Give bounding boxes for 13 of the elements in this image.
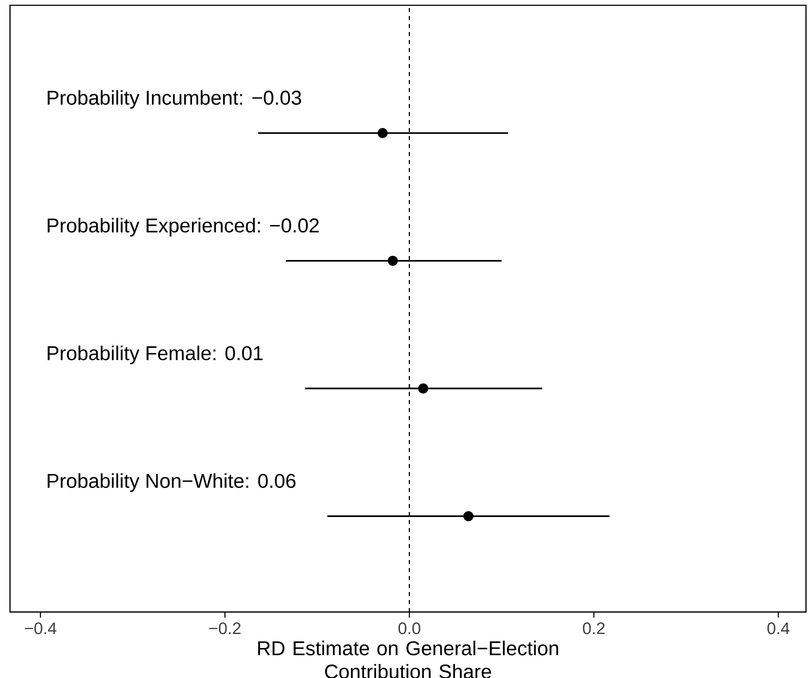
point	[463, 511, 474, 522]
x-tick-label: 0.4	[767, 622, 790, 634]
annotation: Probability Experienced: −0.02	[48, 218, 319, 236]
x-tick-label: −0.2	[209, 622, 241, 634]
annotation: Probability Non−White: 0.06	[48, 473, 296, 492]
annotation: Probability Incumbent: −0.03	[48, 90, 302, 109]
annotation: Probability Female: 0.01	[48, 346, 263, 364]
point	[418, 383, 428, 394]
x-tick-label: −0.4	[24, 622, 56, 634]
x-tick-label: 0.2	[582, 622, 605, 634]
point	[388, 256, 398, 266]
x-tick-label: 0.0	[398, 622, 420, 634]
point	[378, 128, 388, 138]
